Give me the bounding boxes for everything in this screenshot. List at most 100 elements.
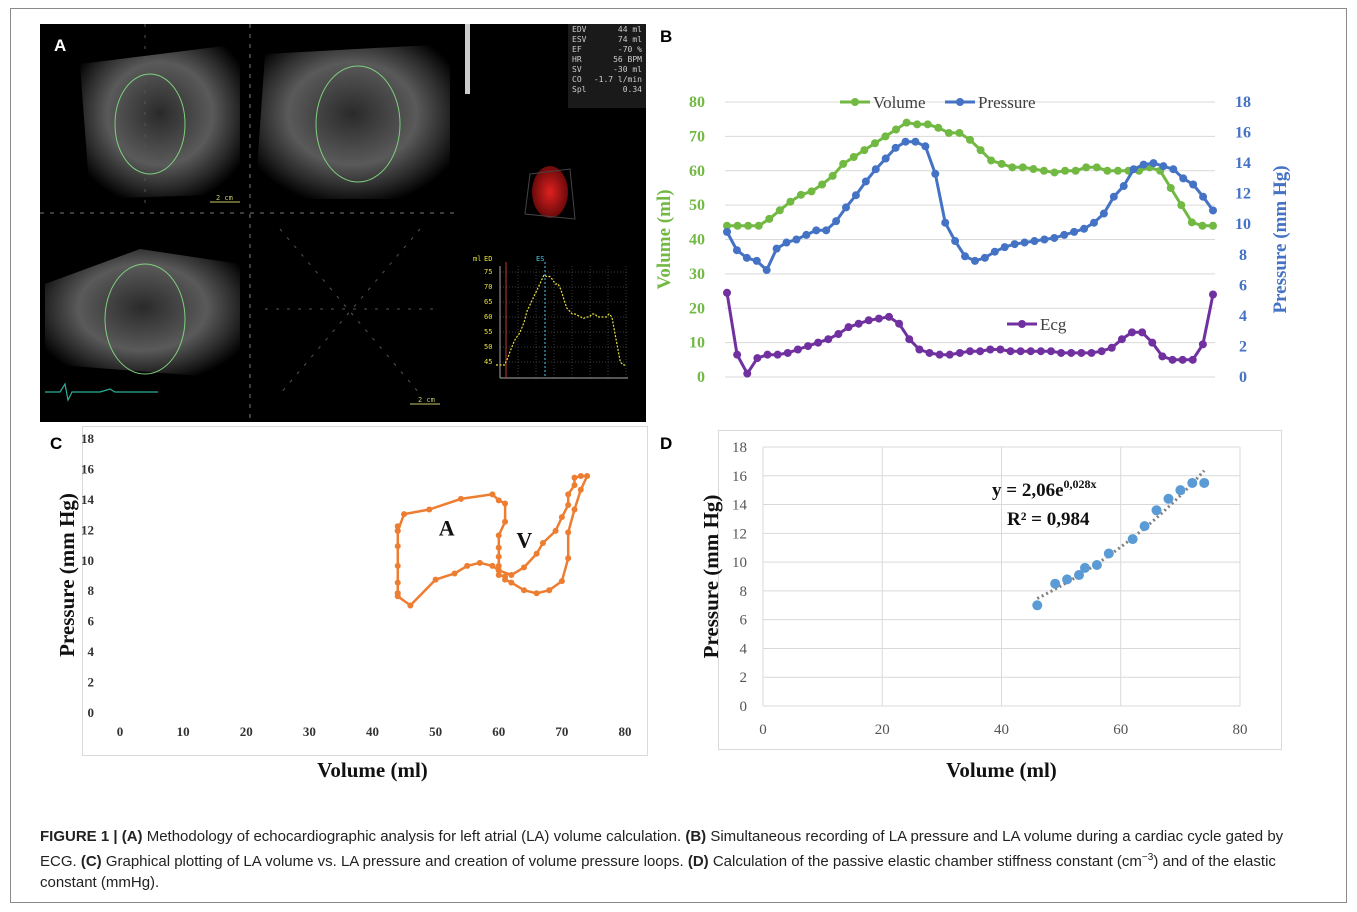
b-point-ecg xyxy=(966,347,974,356)
b-point-volume xyxy=(1103,166,1112,175)
us-sector-bottom-left xyxy=(45,249,240,379)
b-point-pressure xyxy=(832,217,841,226)
d-point xyxy=(1103,548,1114,559)
b-y2tick-label: 0 xyxy=(1239,369,1247,386)
b-point-ecg xyxy=(733,350,742,359)
b-point-volume xyxy=(765,214,774,223)
b-point-ecg xyxy=(1188,355,1197,364)
b-point-ecg xyxy=(1178,355,1187,364)
c-xtick-label: 80 xyxy=(619,724,632,739)
caption-panel-ref: (D) xyxy=(687,853,709,870)
c-point xyxy=(489,491,496,498)
b-y2tick-label: 4 xyxy=(1239,308,1247,325)
b-point-volume xyxy=(828,171,837,180)
b-point-ecg xyxy=(1016,347,1025,356)
measurement-label: SV xyxy=(572,65,582,74)
b-point-volume xyxy=(1008,163,1017,172)
b-point-pressure xyxy=(782,238,791,247)
b-point-ecg xyxy=(874,314,883,323)
caption-text: Graphical plotting of LA volume vs. LA p… xyxy=(101,853,688,870)
b-point-ecg xyxy=(1158,352,1167,361)
caption-panel-ref: (A) xyxy=(121,828,143,845)
c-xtick-label: 50 xyxy=(429,724,442,739)
b-point-volume xyxy=(934,123,943,132)
b-legend-label: Volume xyxy=(873,93,926,112)
b-point-pressure xyxy=(842,203,851,212)
b-y2tick-label: 6 xyxy=(1239,277,1247,294)
d-ytick-label: 10 xyxy=(732,555,747,571)
measurement-value: 74 ml xyxy=(617,35,642,44)
b-point-ecg xyxy=(986,345,995,354)
b-point-volume xyxy=(1039,166,1048,175)
c-point xyxy=(495,544,502,551)
la-contour-2 xyxy=(315,65,401,183)
b-point-pressure xyxy=(871,165,880,174)
b-point-ecg xyxy=(753,354,762,363)
measurement-value: -1.7 l/min xyxy=(593,75,642,84)
b-point-ecg xyxy=(1107,343,1116,352)
b-point-pressure xyxy=(851,191,860,200)
b-point-ecg xyxy=(824,335,833,344)
c-ylabel: Pressure (mm Hg) xyxy=(55,493,79,657)
d-xtick-label: 80 xyxy=(1233,722,1248,738)
c-point xyxy=(508,579,515,586)
b-point-ecg xyxy=(1209,290,1217,299)
d-point xyxy=(1032,600,1043,611)
d-equation-main: y = 2,06e xyxy=(992,480,1064,501)
b-point-pressure xyxy=(723,227,731,236)
d-point xyxy=(1127,534,1138,545)
b-point-ecg xyxy=(1097,347,1106,356)
b-point-ecg xyxy=(844,323,853,332)
d-ytick-label: 2 xyxy=(740,670,748,686)
b-y2label: Pressure (mm Hg) xyxy=(1270,165,1291,313)
mini-ytick-label: 65 xyxy=(484,298,493,306)
b-legend-marker xyxy=(851,98,859,106)
b-point-pressure xyxy=(941,218,950,227)
b-point-ecg xyxy=(1057,348,1066,357)
c-point xyxy=(571,474,578,481)
b-point-ecg xyxy=(915,345,924,354)
b-point-pressure xyxy=(911,137,920,146)
b-point-ecg xyxy=(793,345,802,354)
caption-panel-ref: (C) xyxy=(80,853,102,870)
measurement-label: EF xyxy=(572,45,582,54)
b-point-ecg xyxy=(925,348,934,357)
b-point-ecg xyxy=(1168,355,1177,364)
b-point-pressure xyxy=(1129,165,1138,174)
b-point-pressure xyxy=(742,253,751,262)
c-point xyxy=(546,587,553,594)
b-point-pressure xyxy=(881,154,890,163)
b-ytick-label: 60 xyxy=(689,163,705,180)
c-ytick-label: 4 xyxy=(88,644,95,659)
la-contour-3 xyxy=(104,263,186,375)
caption-text: ) and of the elastic constant (mmHg). xyxy=(40,853,1276,891)
measurement-row: HR 56 BPM xyxy=(572,55,642,65)
b-point-pressure xyxy=(901,137,910,146)
b-y2tick-label: 16 xyxy=(1235,125,1251,142)
b-legend-marker xyxy=(956,98,964,106)
b-point-volume xyxy=(966,135,974,144)
b-point-pressure xyxy=(1209,206,1217,215)
panel-letter-c: C xyxy=(50,434,63,453)
panel-letter-a: A xyxy=(54,36,67,55)
b-point-pressure xyxy=(1099,209,1108,218)
b-y2tick-label: 14 xyxy=(1235,155,1251,172)
ecg-strip xyxy=(45,382,158,402)
b-ytick-label: 40 xyxy=(689,232,705,249)
echo-svg xyxy=(40,24,576,422)
b-point-pressure xyxy=(1199,192,1208,201)
b-point-volume xyxy=(881,132,890,141)
b-ytick-label: 70 xyxy=(689,128,705,145)
b-point-volume xyxy=(849,153,858,161)
d-xtick-label: 0 xyxy=(759,722,767,738)
b-point-pressure xyxy=(1020,238,1029,247)
scale-label-1: 2 cm xyxy=(216,194,233,202)
b-point-ecg xyxy=(723,288,731,297)
b-point-ecg xyxy=(1077,348,1086,357)
b-point-ecg xyxy=(864,316,873,325)
b-point-pressure xyxy=(822,226,831,235)
panel-letter-d: D xyxy=(660,434,673,453)
c-point xyxy=(426,506,433,513)
b-point-volume xyxy=(997,159,1006,168)
d-ylabel: Pressure (mm Hg) xyxy=(699,495,723,659)
